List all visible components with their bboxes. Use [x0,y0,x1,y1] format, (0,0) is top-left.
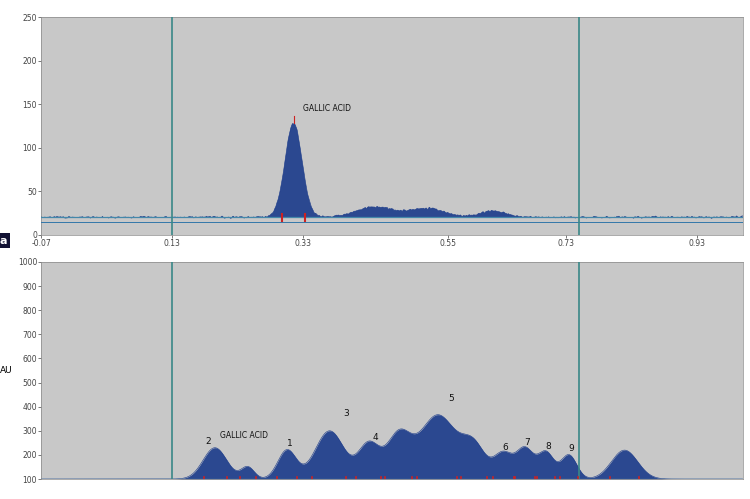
Text: 1: 1 [287,439,293,448]
Text: 8: 8 [545,442,550,451]
Text: a: a [0,236,8,246]
Text: 3: 3 [343,409,349,418]
Text: 6: 6 [503,443,509,452]
Text: GALLIC ACID: GALLIC ACID [220,432,268,441]
Text: 5: 5 [448,394,454,403]
Text: 9: 9 [568,444,574,453]
Text: 4: 4 [373,433,378,442]
Text: 2: 2 [206,437,212,446]
Text: 7: 7 [524,438,530,447]
Y-axis label: AU: AU [0,366,13,375]
Text: GALLIC ACID: GALLIC ACID [304,104,352,113]
